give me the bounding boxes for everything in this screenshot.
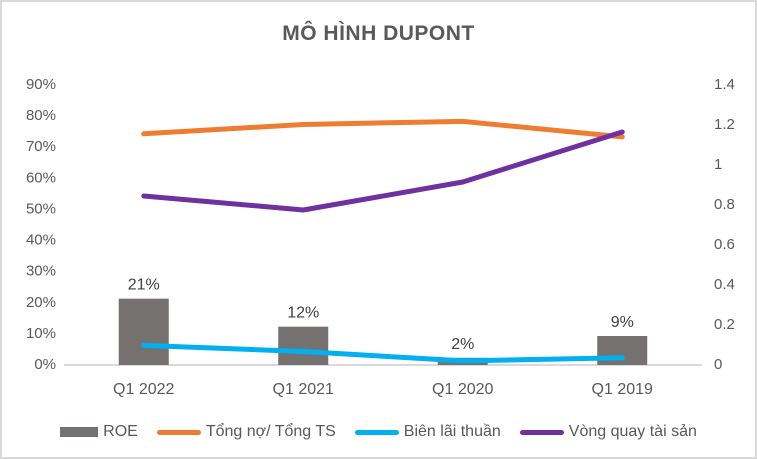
right-axis-tick: 1.4: [714, 76, 735, 93]
left-axis-tick: 30%: [26, 263, 56, 280]
legend-bar-swatch: [60, 427, 99, 437]
legend-item: Tổng nợ/ Tổng TS: [156, 423, 336, 441]
bar-data-label: 2%: [451, 336, 474, 353]
chart-legend: ROE Tổng nợ/ Tổng TS Biên lãi thuần Vòng qu…: [2, 423, 755, 441]
bar-data-label: 21%: [128, 277, 160, 294]
x-axis-category-label: Q1 2022: [113, 381, 174, 398]
line-series: [141, 118, 625, 140]
x-axis-category-label: Q1 2019: [592, 381, 653, 398]
left-axis-tick: 0%: [34, 356, 56, 373]
left-axis-tick: 80%: [26, 107, 56, 124]
left-axis-tick: 20%: [26, 294, 56, 311]
right-axis-tick: 0: [714, 356, 722, 373]
legend-item: Vòng quay tài sản: [519, 423, 697, 441]
x-axis-category-label: Q1 2021: [273, 381, 334, 398]
legend-label: Biên lãi thuần: [403, 423, 501, 440]
right-axis-tick: 0.2: [714, 316, 735, 333]
legend-label: Tổng nợ/ Tổng TS: [205, 423, 336, 440]
legend-label: ROE: [103, 423, 138, 440]
legend-line-swatch: [354, 429, 399, 435]
chart-title: MÔ HÌNH DUPONT: [282, 22, 475, 45]
roe-bar: [118, 298, 169, 365]
roe-bar: [597, 336, 648, 365]
left-axis-tick: 90%: [26, 76, 56, 93]
line-series: [141, 342, 625, 364]
x-axis-category-label: Q1 2020: [432, 381, 493, 398]
left-axis-tick: 10%: [26, 325, 56, 342]
roe-bar: [278, 326, 329, 365]
bar-data-label: 12%: [287, 305, 319, 322]
right-axis-tick: 0.4: [714, 276, 735, 293]
right-axis-tick: 0.8: [714, 196, 735, 213]
line-series: [141, 129, 625, 213]
left-axis-tick: 40%: [26, 232, 56, 249]
legend-item: Biên lãi thuần: [354, 423, 501, 441]
legend-label: Vòng quay tài sản: [568, 423, 697, 440]
legend-line-swatch: [519, 429, 564, 435]
left-axis-tick: 50%: [26, 200, 56, 217]
legend-line-swatch: [156, 429, 201, 435]
right-axis-tick: 1: [714, 156, 722, 173]
bar-data-label: 9%: [611, 314, 634, 331]
legend-item: ROE: [60, 423, 138, 441]
left-axis-tick: 70%: [26, 138, 56, 155]
right-axis-tick: 0.6: [714, 236, 735, 253]
right-axis-tick: 1.2: [714, 116, 735, 133]
left-axis-tick: 60%: [26, 169, 56, 186]
